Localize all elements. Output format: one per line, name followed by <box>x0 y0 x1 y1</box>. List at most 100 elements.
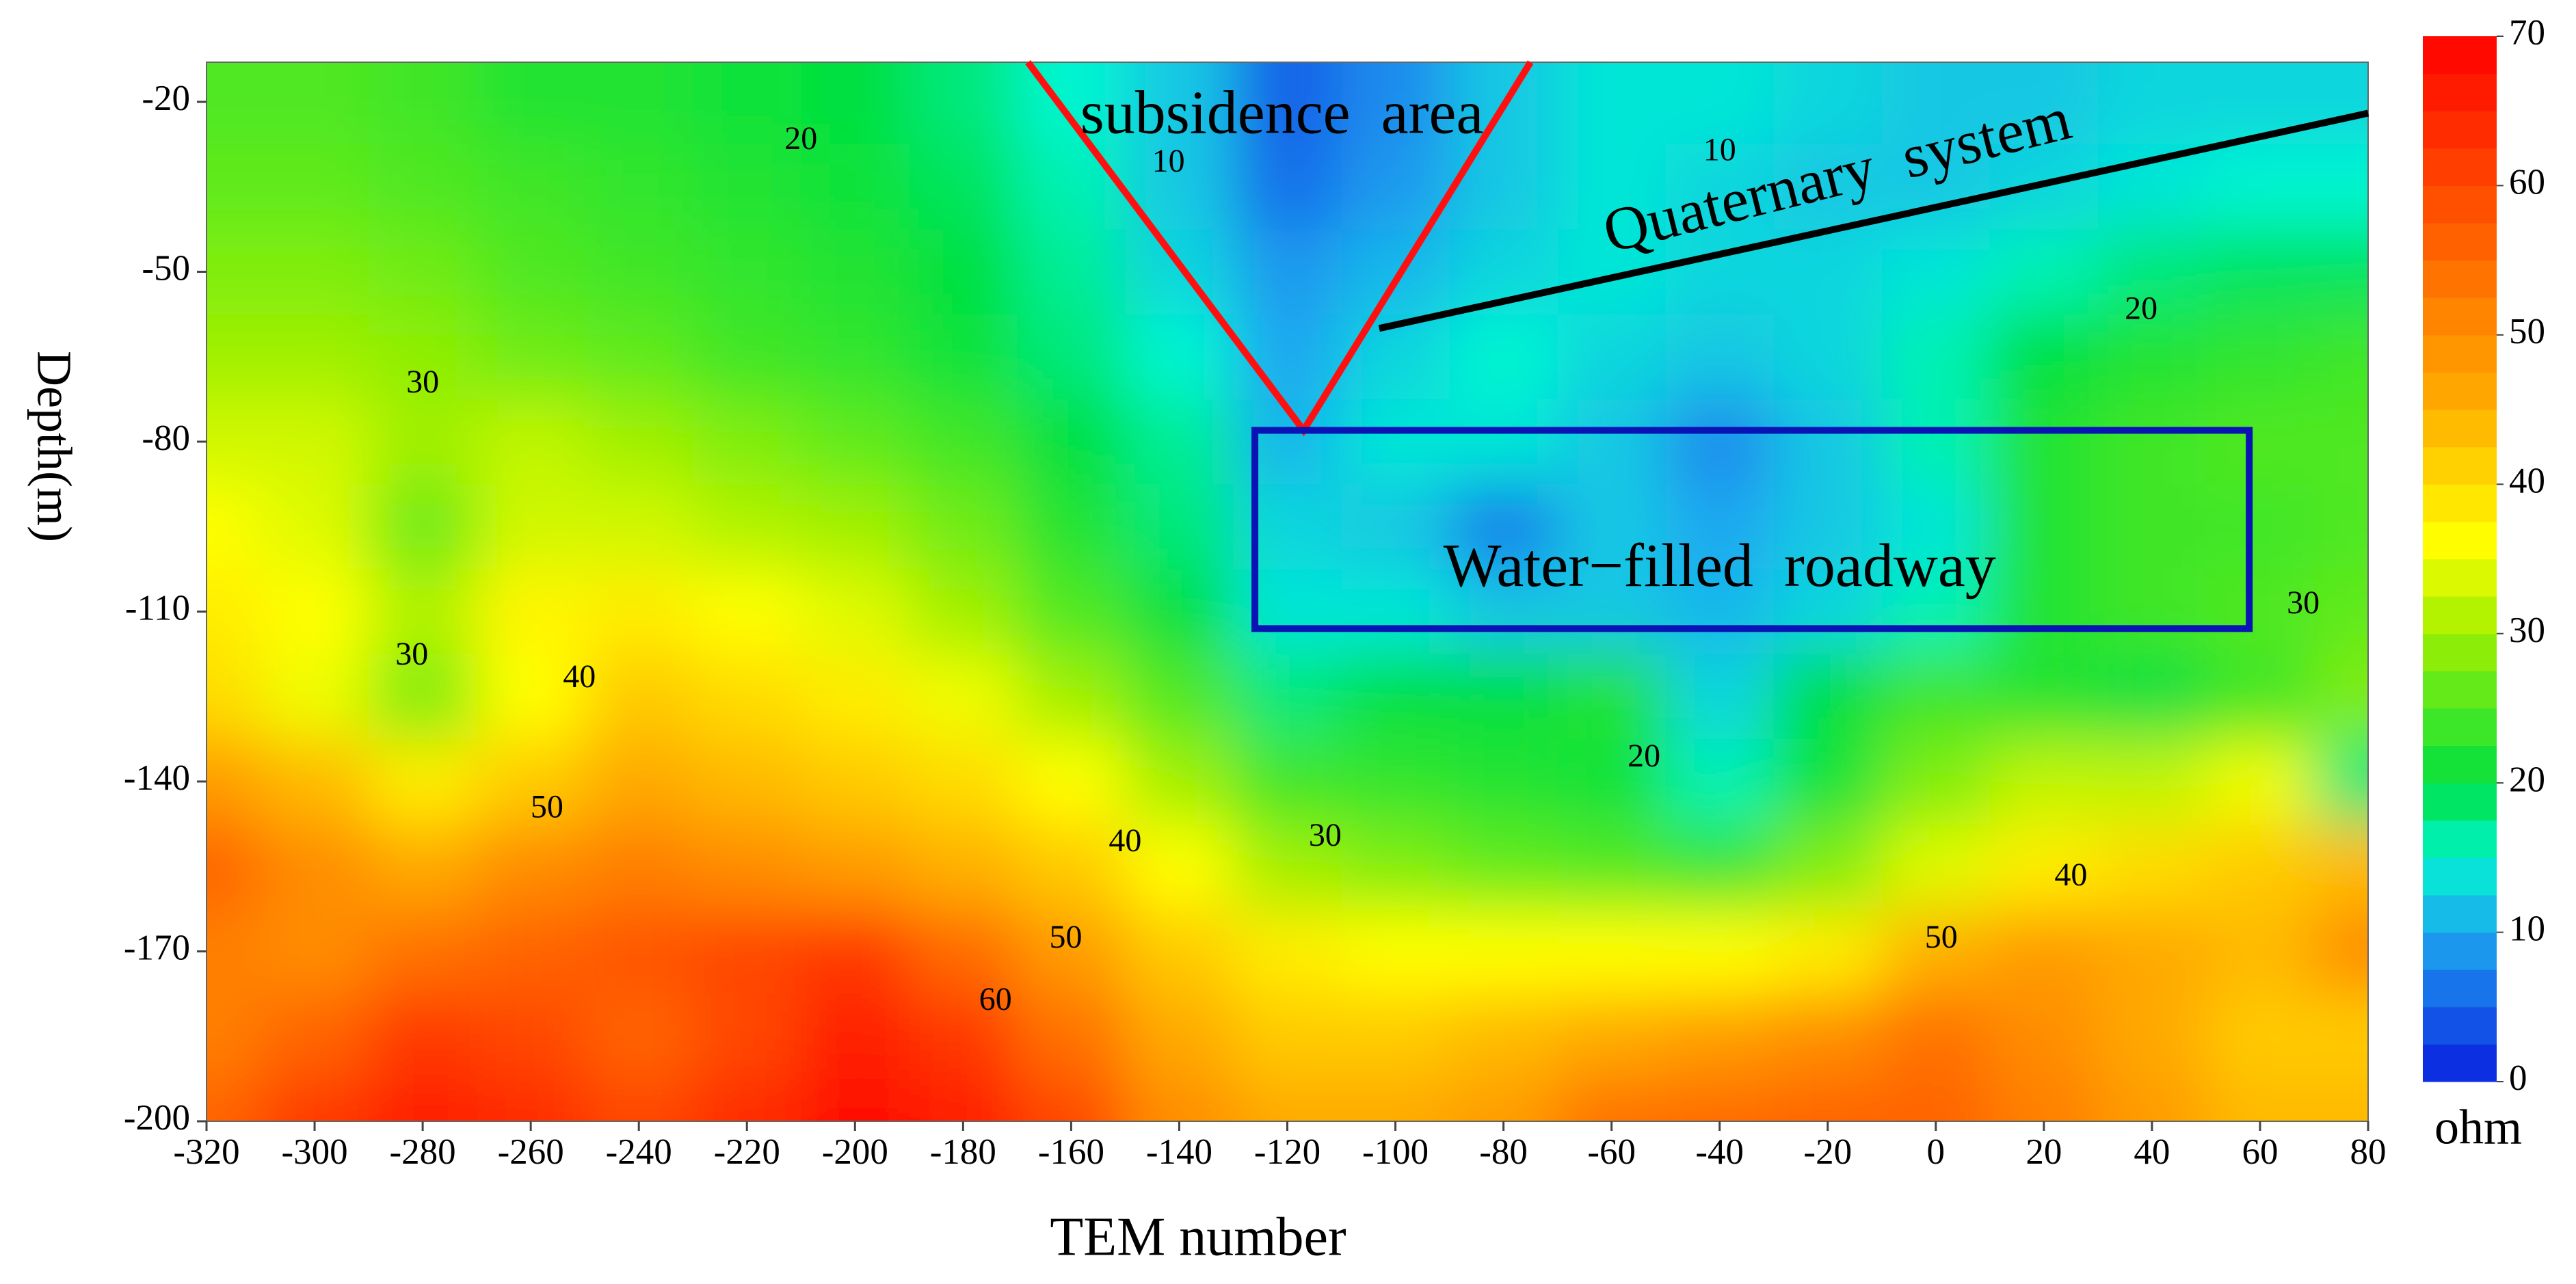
field-cell <box>693 1078 801 1121</box>
field-cell <box>585 993 693 1080</box>
contour-label: 60 <box>979 981 1012 1017</box>
colorbar-step <box>2423 596 2497 634</box>
colorbar-tick-label: 20 <box>2509 760 2545 799</box>
field-cell <box>477 1078 585 1121</box>
x-tick-label: 40 <box>2134 1132 2170 1172</box>
field-cell <box>1881 654 1991 740</box>
field-cell <box>1989 569 2099 655</box>
colorbar-tick-label: 70 <box>2509 13 2545 53</box>
contour-label: 30 <box>1309 817 1342 853</box>
field-cell <box>2205 909 2315 995</box>
colorbar-step <box>2423 446 2497 485</box>
field-cell <box>1881 1078 1991 1121</box>
colorbar-tick-label: 30 <box>2509 611 2545 650</box>
field-cell <box>261 993 369 1080</box>
contour-label: 40 <box>563 658 596 695</box>
colorbar-step <box>2423 223 2497 261</box>
field-cell <box>585 484 693 570</box>
field-cell <box>909 484 1018 570</box>
contour-label: 20 <box>784 120 817 157</box>
field-cell <box>1989 738 2099 825</box>
field-cell <box>261 399 369 485</box>
field-cell <box>1773 993 1883 1080</box>
field-cell <box>1665 314 1775 400</box>
field-cell <box>2205 484 2315 570</box>
field-cell <box>909 314 1018 400</box>
field-cell <box>693 569 801 655</box>
field-cell <box>477 229 585 315</box>
field-cell <box>801 1078 909 1121</box>
x-tick-label: -240 <box>606 1132 672 1172</box>
field-cell <box>585 654 693 740</box>
field-cell <box>1557 1078 1667 1121</box>
field-cell <box>909 824 1018 909</box>
field-cell <box>1989 1078 2099 1121</box>
field-cell <box>1449 314 1558 400</box>
colorbar-step <box>2423 410 2497 448</box>
field-cell <box>369 654 477 740</box>
colorbar-step <box>2423 484 2497 522</box>
field-cell <box>207 1078 261 1121</box>
field-cell <box>369 569 477 655</box>
field-cell <box>2205 229 2315 315</box>
field-cell <box>2205 62 2315 145</box>
x-tick-label: -20 <box>1803 1132 1852 1172</box>
field-cell <box>261 738 369 825</box>
field-cell <box>477 484 585 570</box>
overlay-box <box>1251 427 2253 632</box>
x-tick-label: -60 <box>1587 1132 1636 1172</box>
field-cell <box>1665 484 1775 570</box>
field-cell <box>1233 993 1342 1080</box>
field-cell <box>1017 484 1126 570</box>
field-cell <box>207 399 261 485</box>
colorbar-step <box>2423 1044 2497 1082</box>
field-cell <box>2097 824 2207 909</box>
field-cell <box>2313 399 2368 485</box>
field-cell <box>477 909 585 995</box>
field-cell <box>1017 654 1126 740</box>
field-cell <box>1125 229 1234 315</box>
field-cell <box>1341 229 1450 315</box>
field-cell <box>261 484 369 570</box>
field-cell <box>1989 993 2099 1080</box>
field-cell <box>1341 144 1450 230</box>
field-cell <box>1773 484 1883 570</box>
field-cell <box>2313 909 2368 995</box>
x-tick-label: -160 <box>1038 1132 1104 1172</box>
field-cell <box>585 144 693 230</box>
field-cell <box>2313 993 2368 1080</box>
field-cell <box>2205 1078 2315 1121</box>
field-cell <box>693 399 801 485</box>
field-cell <box>1773 1078 1883 1121</box>
field-cell <box>1125 909 1234 995</box>
field-cell <box>261 1078 369 1121</box>
field <box>207 62 2368 1121</box>
field-cell <box>1125 738 1234 825</box>
field-cell <box>1017 993 1126 1080</box>
field-cell <box>909 738 1018 825</box>
field-cell <box>1449 993 1558 1080</box>
field-cell <box>1449 824 1558 909</box>
field-cell <box>1557 62 1667 145</box>
field-cell <box>369 399 477 485</box>
field-cell <box>693 654 801 740</box>
contour-label: 20 <box>1628 738 1660 774</box>
colorbar-step <box>2423 783 2497 821</box>
contour-label: 10 <box>1152 143 1185 179</box>
field-cell <box>1341 909 1450 995</box>
x-tick-label: -140 <box>1146 1132 1212 1172</box>
field-cell <box>1449 738 1558 825</box>
field-cell <box>369 909 477 995</box>
y-tick-label: -80 <box>142 418 190 458</box>
field-cell <box>1125 824 1234 909</box>
contour-label: 30 <box>406 364 439 400</box>
field-cell <box>2097 314 2207 400</box>
field-cell <box>1017 909 1126 995</box>
field-cell <box>2313 314 2368 400</box>
field-cell <box>801 399 909 485</box>
y-tick-label: -110 <box>125 589 190 628</box>
field-cell <box>477 144 585 230</box>
contour-label: 30 <box>2287 585 2320 621</box>
field-cell <box>369 314 477 400</box>
colorbar-step <box>2423 932 2497 970</box>
